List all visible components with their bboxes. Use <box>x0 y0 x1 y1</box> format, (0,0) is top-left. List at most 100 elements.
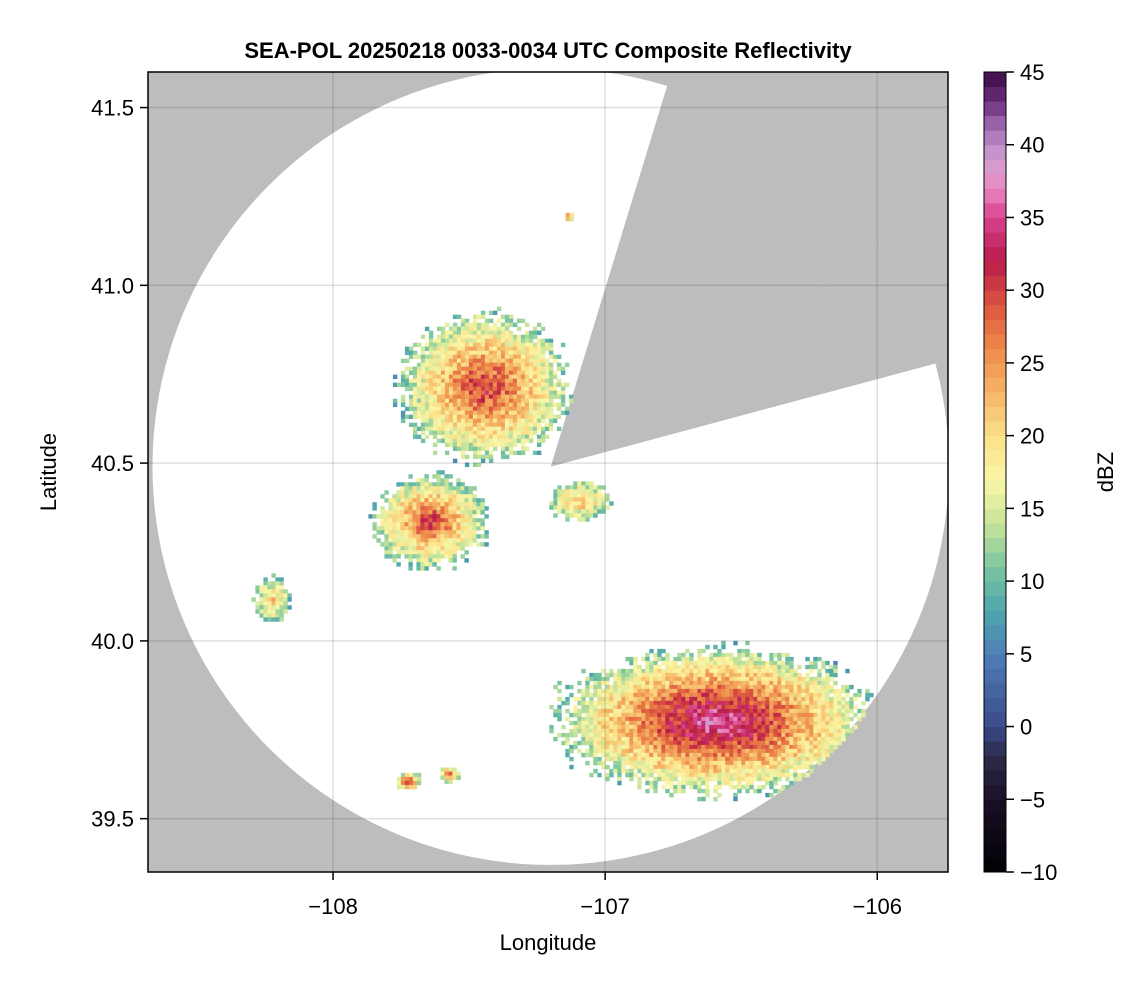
echo-pixel <box>677 676 682 682</box>
echo-pixel <box>416 426 422 432</box>
echo-pixel <box>544 378 550 384</box>
echo-pixel <box>841 732 846 738</box>
echo-pixel <box>532 374 538 380</box>
echo-pixel <box>641 696 646 702</box>
echo-pixel <box>560 382 566 388</box>
echo-pixel <box>661 752 666 758</box>
echo-pixel <box>524 418 530 424</box>
echo-pixel <box>520 378 526 384</box>
echo-pixel <box>805 716 810 722</box>
echo-pixel <box>797 744 802 750</box>
echo-pixel <box>263 617 268 622</box>
echo-pixel <box>677 688 682 694</box>
echo-pixel <box>424 382 430 388</box>
echo-pixel <box>741 720 746 726</box>
echo-pixel <box>729 676 734 682</box>
echo-pixel <box>561 700 566 706</box>
echo-pixel <box>420 334 426 340</box>
echo-pixel <box>701 656 706 662</box>
echo-pixel <box>500 314 506 320</box>
echo-pixel <box>516 450 522 456</box>
echo-pixel <box>813 716 818 722</box>
echo-pixel <box>536 362 542 368</box>
colorbar-band <box>984 202 1006 218</box>
echo-pixel <box>633 668 638 674</box>
echo-pixel <box>424 346 430 352</box>
echo-pixel <box>609 708 614 714</box>
echo-small-cell-2 <box>440 767 461 784</box>
echo-pixel <box>448 374 454 380</box>
echo-pixel <box>601 509 606 514</box>
echo-pixel <box>436 430 442 436</box>
echo-pixel <box>388 526 393 531</box>
echo-pixel <box>388 538 393 543</box>
echo-pixel <box>641 680 646 686</box>
echo-pixel <box>532 354 538 360</box>
echo-pixel <box>440 386 446 392</box>
echo-pixel <box>613 744 618 750</box>
echo-pixel <box>733 796 738 802</box>
echo-pixel <box>673 740 678 746</box>
echo-pixel <box>589 509 594 514</box>
echo-pixel <box>701 692 706 698</box>
echo-pixel <box>420 490 425 495</box>
echo-pixel <box>757 664 762 670</box>
echo-pixel <box>408 772 414 778</box>
echo-pixel <box>661 724 666 730</box>
echo-pixel <box>500 334 506 340</box>
echo-pixel <box>749 732 754 738</box>
echo-pixel <box>452 366 458 372</box>
echo-pixel <box>460 326 466 332</box>
echo-pixel <box>785 720 790 726</box>
echo-pixel <box>757 712 762 718</box>
echo-pixel <box>841 696 846 702</box>
x-tick-label: −106 <box>852 894 902 919</box>
echo-pixel <box>777 728 782 734</box>
echo-pixel <box>396 562 401 567</box>
echo-pixel <box>484 346 490 352</box>
echo-pixel <box>448 362 454 368</box>
echo-pixel <box>605 764 610 770</box>
echo-pixel <box>817 708 822 714</box>
echo-pixel <box>540 426 546 432</box>
echo-pixel <box>528 434 534 440</box>
echo-pixel <box>428 334 434 340</box>
echo-pixel <box>404 406 410 412</box>
echo-pixel <box>548 406 554 412</box>
echo-pixel <box>641 756 646 762</box>
echo-pixel <box>428 346 434 352</box>
colorbar-band <box>984 217 1006 233</box>
echo-pixel <box>725 652 730 658</box>
echo-pixel <box>737 712 742 718</box>
echo-pixel <box>721 668 726 674</box>
echo-pixel <box>641 744 646 750</box>
echo-pixel <box>669 772 674 778</box>
colorbar-band <box>984 115 1006 131</box>
echo-pixel <box>781 664 786 670</box>
echo-pixel <box>657 676 662 682</box>
echo-pixel <box>279 617 284 622</box>
echo-pixel <box>661 668 666 674</box>
echo-pixel <box>468 402 474 408</box>
echo-pixel <box>589 724 594 730</box>
grid-lines <box>148 72 948 872</box>
echo-pixel <box>761 660 766 666</box>
echo-pixel <box>821 692 826 698</box>
echo-pixel <box>585 505 590 510</box>
echo-pixel <box>701 788 706 794</box>
echo-pixel <box>625 704 630 710</box>
echo-pixel <box>440 510 445 515</box>
echo-pixel <box>773 700 778 706</box>
echo-pixel <box>440 486 445 491</box>
echo-pixel <box>781 724 786 730</box>
echo-pixel <box>717 676 722 682</box>
echo-pixel <box>773 768 778 774</box>
echo-pixel <box>681 776 686 782</box>
echo-pixel <box>424 558 429 563</box>
echo-pixel <box>637 668 642 674</box>
echo-pixel <box>444 771 449 776</box>
colorbar-band <box>984 86 1006 102</box>
echo-pixel <box>440 402 446 408</box>
echo-pixel <box>540 326 546 332</box>
